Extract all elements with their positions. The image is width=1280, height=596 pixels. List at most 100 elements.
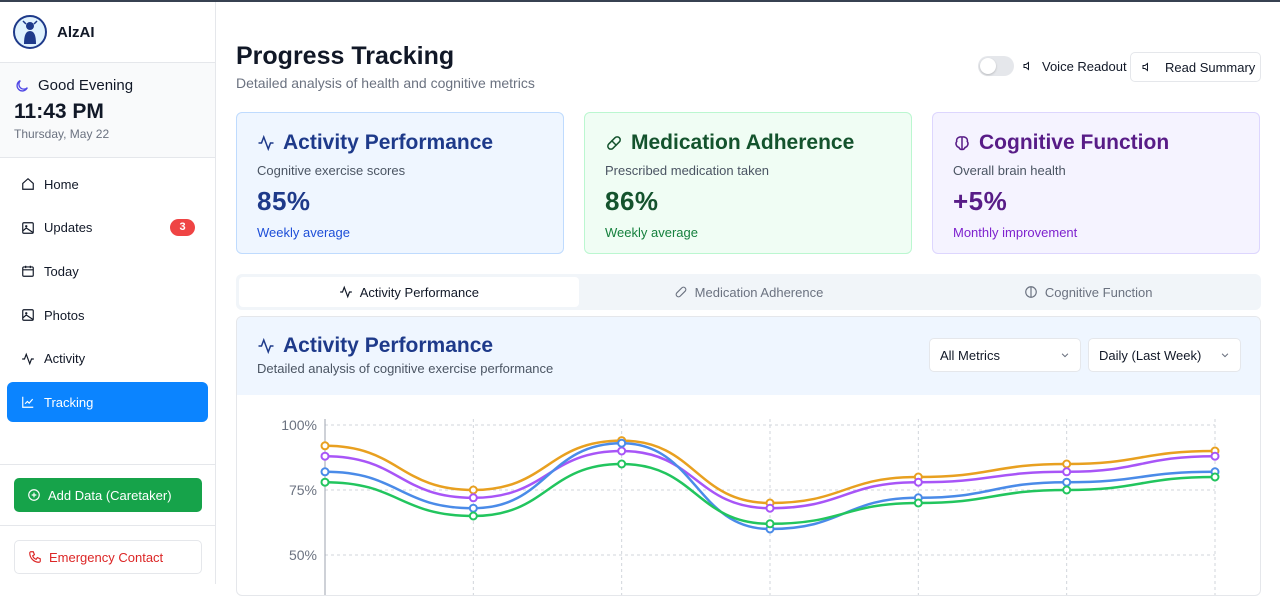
card-subtitle: Cognitive exercise scores bbox=[257, 163, 406, 178]
voice-readout-control: Voice Readout bbox=[978, 56, 1127, 76]
data-point-orange bbox=[1062, 459, 1072, 469]
card-value: +5% bbox=[953, 186, 1008, 216]
data-point-purple bbox=[765, 503, 775, 513]
data-point-green bbox=[913, 498, 923, 508]
pill-icon bbox=[675, 286, 687, 298]
y-tick-label: 100% bbox=[281, 417, 317, 433]
data-point-green bbox=[1210, 472, 1220, 482]
calendar-icon bbox=[22, 266, 34, 278]
data-point-orange bbox=[468, 485, 478, 495]
data-point-green bbox=[1062, 485, 1072, 495]
voice-readout-label: Voice Readout bbox=[1042, 58, 1127, 74]
activity-icon bbox=[258, 337, 274, 355]
data-point-purple bbox=[617, 446, 627, 456]
sidebar-item-label: Updates bbox=[44, 220, 93, 236]
period-select[interactable]: Daily (Last Week) bbox=[1088, 338, 1241, 372]
data-point-blue bbox=[617, 438, 627, 448]
card-footer: Monthly improvement bbox=[953, 225, 1078, 240]
period-select-value: Daily (Last Week) bbox=[1099, 347, 1202, 363]
updates-count-badge: 3 bbox=[170, 218, 195, 236]
activity-icon bbox=[258, 134, 274, 152]
logo bbox=[13, 15, 47, 49]
plus-circle-icon bbox=[28, 489, 40, 501]
brand[interactable]: AlzAI bbox=[0, 2, 215, 63]
tab-activity-performance[interactable]: Activity Performance bbox=[239, 277, 579, 307]
page-title: Progress Tracking bbox=[236, 42, 455, 70]
chevron-down-icon bbox=[1221, 353, 1229, 358]
data-point-purple bbox=[1210, 451, 1220, 461]
main-content: Progress Tracking Detailed analysis of h… bbox=[216, 2, 1280, 596]
sidebar-item-tracking[interactable]: Tracking bbox=[7, 382, 208, 423]
tab-label: Cognitive Function bbox=[1044, 284, 1153, 300]
data-point-purple bbox=[468, 493, 478, 503]
home-icon bbox=[22, 177, 34, 190]
brain-icon bbox=[1025, 286, 1037, 298]
metrics-select[interactable]: All Metrics bbox=[929, 338, 1081, 372]
card-title: Cognitive Function bbox=[979, 131, 1170, 154]
activity-performance-card[interactable]: Activity Performance Cognitive exercise … bbox=[236, 112, 564, 254]
cognitive-function-card[interactable]: Cognitive Function Overall brain health … bbox=[932, 112, 1260, 254]
sidebar-item-today[interactable]: Today bbox=[7, 251, 208, 291]
image-icon bbox=[22, 309, 34, 321]
current-time: 11:43 PM bbox=[14, 100, 104, 123]
app-name: AlzAI bbox=[57, 23, 95, 41]
sidebar-item-label: Today bbox=[44, 263, 79, 279]
data-point-green bbox=[765, 519, 775, 529]
activity-icon bbox=[22, 352, 34, 366]
metric-tabs: Activity Performance Medication Adherenc… bbox=[236, 274, 1261, 310]
sidebar-item-label: Photos bbox=[44, 307, 85, 323]
divider bbox=[0, 464, 215, 465]
read-summary-label: Read Summary bbox=[1165, 59, 1256, 75]
panel-title: Activity Performance bbox=[283, 334, 494, 357]
card-footer: Weekly average bbox=[257, 225, 350, 240]
phone-icon bbox=[29, 551, 41, 563]
medication-adherence-card[interactable]: Medication Adherence Prescribed medicati… bbox=[584, 112, 912, 254]
brain-icon bbox=[955, 136, 969, 151]
data-point-purple bbox=[1062, 467, 1072, 477]
current-date: Thursday, May 22 bbox=[14, 127, 110, 141]
activity-icon bbox=[339, 285, 352, 299]
sidebar-item-updates[interactable]: Updates 3 bbox=[7, 208, 208, 248]
data-point-blue bbox=[1062, 477, 1072, 487]
data-point-green bbox=[320, 477, 330, 487]
sidebar-item-label: Activity bbox=[44, 351, 86, 367]
sidebar-item-label: Home bbox=[44, 176, 79, 192]
sidebar-item-home[interactable]: Home bbox=[7, 164, 208, 204]
card-subtitle: Prescribed medication taken bbox=[605, 163, 770, 178]
metrics-select-value: All Metrics bbox=[940, 347, 1000, 363]
data-point-purple bbox=[913, 477, 923, 487]
tab-label: Medication Adherence bbox=[694, 284, 824, 300]
sidebar-item-photos[interactable]: Photos bbox=[7, 295, 208, 335]
read-summary-button[interactable]: Read Summary bbox=[1130, 52, 1261, 82]
panel-header: Activity Performance Detailed analysis o… bbox=[237, 317, 1260, 395]
activity-line-chart: 100% 75% 50% bbox=[281, 417, 1220, 595]
window-top-border bbox=[0, 0, 1280, 2]
greeting-box: Good Evening 11:43 PM Thursday, May 22 bbox=[0, 63, 215, 158]
emergency-contact-button[interactable]: Emergency Contact bbox=[14, 540, 202, 574]
pill-icon bbox=[607, 136, 621, 150]
card-value: 85% bbox=[257, 186, 311, 216]
card-title: Medication Adherence bbox=[631, 131, 855, 154]
card-value: 86% bbox=[605, 186, 659, 216]
card-subtitle: Overall brain health bbox=[953, 163, 1066, 178]
tab-medication-adherence[interactable]: Medication Adherence bbox=[579, 277, 919, 307]
data-point-orange bbox=[320, 441, 330, 451]
speaker-icon bbox=[1142, 62, 1148, 72]
sidebar-item-activity[interactable]: Activity bbox=[7, 339, 208, 379]
tab-cognitive-function[interactable]: Cognitive Function bbox=[918, 277, 1258, 307]
data-point-purple bbox=[320, 451, 330, 461]
sidebar-item-label: Tracking bbox=[44, 394, 94, 410]
data-point-green bbox=[617, 459, 627, 469]
panel-subtitle: Detailed analysis of cognitive exercise … bbox=[257, 361, 554, 376]
add-data-button[interactable]: Add Data (Caretaker) bbox=[14, 478, 202, 512]
y-tick-label: 75% bbox=[289, 482, 317, 498]
data-point-blue bbox=[320, 467, 330, 477]
chevron-down-icon bbox=[1061, 353, 1069, 358]
page-subtitle: Detailed analysis of health and cognitiv… bbox=[236, 75, 535, 91]
y-tick-label: 50% bbox=[289, 547, 317, 563]
divider bbox=[0, 525, 215, 526]
chart-icon bbox=[22, 397, 34, 409]
data-point-blue bbox=[468, 503, 478, 513]
voice-readout-toggle[interactable] bbox=[978, 56, 1014, 76]
add-data-label: Add Data (Caretaker) bbox=[48, 487, 172, 503]
